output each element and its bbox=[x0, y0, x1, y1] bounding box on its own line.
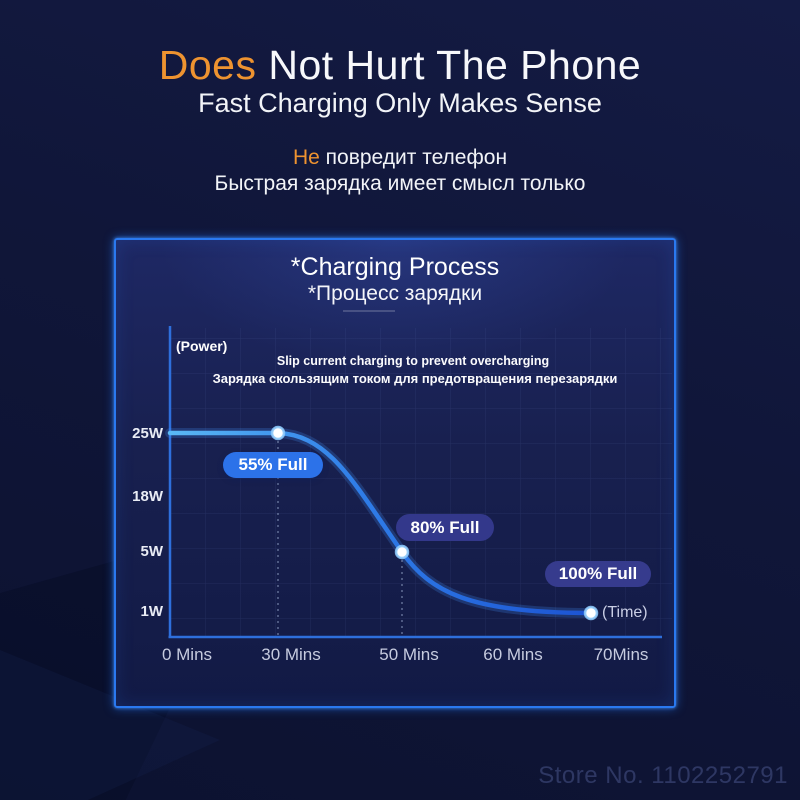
ru-title-highlight: Не bbox=[292, 146, 320, 169]
chart-annotation-russian: Зарядка скользящим током для предотвраще… bbox=[212, 371, 618, 386]
chart-annotation: Slip current charging to prevent overcha… bbox=[276, 354, 550, 368]
chart-title: *Charging Process bbox=[290, 253, 500, 281]
data-point-50min bbox=[394, 544, 410, 560]
page-subtitle-russian: Быстрая зарядка имеет смысл только bbox=[214, 172, 586, 195]
x-tick-50min: 50 Mins bbox=[379, 645, 439, 664]
title-rest: Not Hurt The Phone bbox=[256, 42, 642, 88]
store-number-watermark: Store No. 1102252791 bbox=[538, 762, 788, 789]
page-title-russian: Не повредит телефон bbox=[0, 146, 800, 170]
x-tick-70min: 70Mins bbox=[593, 645, 649, 664]
y-tick-1w: 1W bbox=[140, 603, 164, 620]
badge-55-percent-full: 55% Full bbox=[223, 452, 323, 478]
badge-80-percent-full: 80% Full bbox=[396, 514, 494, 541]
badge-100-percent-full: 100% Full bbox=[545, 561, 651, 587]
y-tick-25w: 25W bbox=[132, 425, 163, 442]
ru-title-rest: повредит телефон bbox=[319, 146, 508, 169]
page-subtitle: Fast Charging Only Makes Sense bbox=[198, 88, 602, 118]
y-axis-caption: (Power) bbox=[176, 338, 228, 354]
data-point-70min bbox=[583, 605, 599, 621]
x-tick-30min: 30 Mins bbox=[261, 645, 321, 664]
chart-title-russian: *Процесс зарядки bbox=[307, 282, 483, 305]
data-point-30min bbox=[270, 425, 286, 441]
heading-divider bbox=[343, 310, 395, 312]
y-tick-5w: 5W bbox=[140, 543, 164, 560]
x-tick-0min: 0 Mins bbox=[161, 645, 213, 664]
x-tick-60min: 60 Mins bbox=[483, 645, 543, 664]
charging-curve-chart bbox=[165, 326, 672, 639]
x-axis-caption: (Time) bbox=[602, 604, 648, 621]
title-highlight: Does bbox=[158, 42, 257, 88]
page-title: Does Not Hurt The Phone bbox=[0, 42, 800, 89]
y-tick-18w: 18W bbox=[132, 488, 163, 505]
charging-process-panel: *Charging Process *Процесс зарядки (Powe… bbox=[114, 238, 676, 708]
